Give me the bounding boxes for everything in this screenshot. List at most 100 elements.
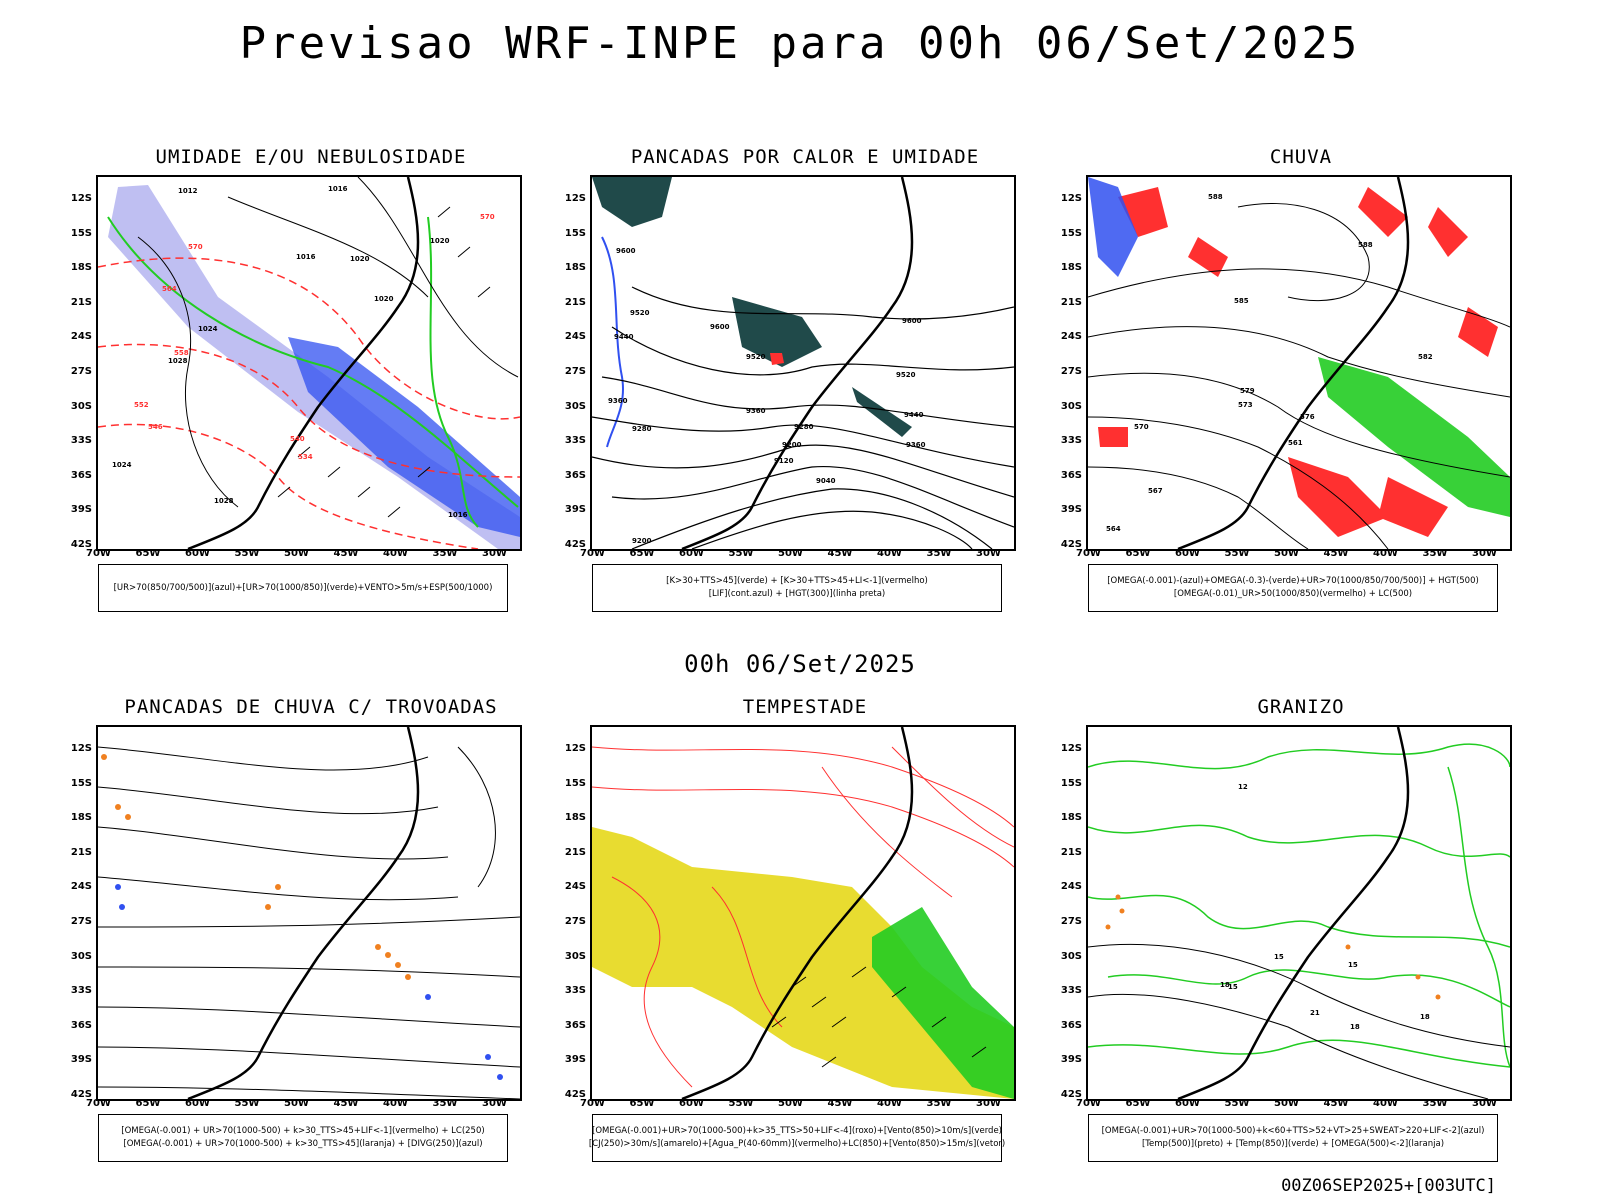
- legend-line: [UR>70(850/700/500)](azul)+[UR>70(1000/8…: [113, 582, 493, 593]
- lon-tick-label: 55W: [728, 548, 754, 559]
- lat-tick-label: 39S: [70, 504, 92, 516]
- legend-line: [OMEGA(-0.001)+UR>70(1000-500)+k>35_TTS>…: [592, 1126, 1002, 1136]
- contour-label: 540: [290, 435, 305, 443]
- contour-label: 15: [1348, 961, 1358, 969]
- omega-dots-orange: [1105, 894, 1441, 1000]
- lon-tick-label: 35W: [1422, 548, 1448, 559]
- longitude-axis: 70W 65W 60W 55W 50W 45W 40W 35W 30W: [1072, 548, 1512, 562]
- lon-tick-label: 65W: [135, 548, 161, 559]
- lat-tick-label: 18S: [70, 262, 92, 274]
- jet-stream-yellow: [592, 827, 1014, 1099]
- lon-tick-label: 40W: [1373, 1098, 1398, 1109]
- thickness-red-dashed: [98, 257, 520, 420]
- lat-tick-label: 30S: [70, 400, 92, 412]
- contour-label: 1024: [112, 461, 132, 469]
- contour-label: 9600: [616, 247, 636, 255]
- legend-line: [CJ(250)>30m/s](amarelo)+[Agua_P(40-60mm…: [588, 1139, 1006, 1149]
- contour-label: 15: [1228, 983, 1238, 991]
- panel-title: PANCADAS POR CALOR E UMIDADE: [630, 146, 980, 168]
- legend-line: [K>30+TTS>45](verde) + [K>30+TTS>45+LI<-…: [666, 576, 928, 586]
- legend-box: [UR>70(850/700/500)](azul)+[UR>70(1000/8…: [98, 564, 508, 612]
- lat-tick-label: 12S: [1060, 743, 1082, 754]
- lat-tick-label: 18S: [564, 262, 586, 274]
- contour-label: 9120: [774, 457, 794, 465]
- lat-tick-label: 21S: [70, 846, 92, 858]
- contour-label: 588: [1208, 193, 1223, 201]
- legend-box: [OMEGA(-0.001)+UR>70(1000-500)+k<60+TTS>…: [1088, 1114, 1498, 1162]
- lat-tick-label: 15S: [1060, 227, 1082, 239]
- lif-contour-blue: [601, 236, 624, 448]
- longitude-axis: 70W 65W 60W 55W 50W 45W 40W 35W 30W: [1072, 1098, 1512, 1112]
- humidity-band-blue: [288, 337, 520, 537]
- contour-label: 9360: [746, 407, 766, 415]
- lat-tick-label: 36S: [70, 469, 92, 481]
- lat-tick-label: 12S: [70, 193, 92, 204]
- pressure-isobar: [137, 236, 239, 508]
- lat-tick-label: 18S: [1060, 262, 1082, 274]
- mid-date-label: 00h 06/Set/2025: [684, 650, 916, 678]
- temp850-contours-green: [1088, 743, 1510, 1068]
- longitude-axis: 70W 65W 60W 55W 50W 45W 40W 35W 30W: [576, 548, 1016, 562]
- contour-label: 567: [1148, 487, 1163, 495]
- lat-tick-label: 42S: [564, 539, 586, 550]
- lat-tick-label: 42S: [1060, 1089, 1082, 1100]
- lon-tick-label: 30W: [976, 1098, 1001, 1109]
- contour-label: 12: [1238, 783, 1248, 791]
- contour-label: 1028: [214, 497, 234, 505]
- legend-box: [OMEGA(-0.001)-(azul)+OMEGA(-0.3)-(verde…: [1088, 564, 1498, 612]
- lon-tick-label: 65W: [629, 1098, 655, 1109]
- map-svg: 1012 1016 1016 1020 1020 1020 1024 1024 …: [98, 177, 520, 549]
- lat-tick-label: 27S: [70, 366, 92, 377]
- contour-label: 582: [1418, 353, 1433, 361]
- footer-run-code: 00Z06SEP2025+[003UTC]: [1281, 1176, 1496, 1196]
- lat-tick-label: 30S: [564, 400, 586, 412]
- contour-label: 9520: [896, 371, 916, 379]
- lat-tick-label: 18S: [564, 812, 586, 824]
- lon-tick-label: 60W: [679, 548, 704, 559]
- lon-tick-label: 70W: [580, 1098, 605, 1109]
- latitude-axis: 12S 15S 18S 21S 24S 27S 30S 33S 36S 39S 42S: [1046, 725, 1082, 1101]
- contour-label: 570: [188, 243, 203, 251]
- coastline: [681, 177, 914, 549]
- lon-tick-label: 35W: [926, 548, 952, 559]
- rain-area-green: [1318, 357, 1510, 517]
- legend-line: [OMEGA(-0.01)_UR>50(1000/850)(vermelho) …: [1173, 589, 1413, 599]
- lon-tick-label: 45W: [827, 1098, 853, 1109]
- contour-label: 1012: [178, 187, 198, 195]
- lon-tick-label: 65W: [135, 1098, 161, 1109]
- lon-tick-label: 55W: [1224, 548, 1250, 559]
- thickness-red-dashed: [98, 343, 520, 478]
- rain-area-blue: [1088, 177, 1138, 277]
- contour-label: 1016: [448, 511, 468, 519]
- contour-label: 1020: [430, 237, 450, 245]
- lat-tick-label: 36S: [1060, 469, 1082, 481]
- contour-label: 9520: [630, 309, 650, 317]
- lat-tick-label: 36S: [564, 1019, 586, 1031]
- lon-tick-label: 30W: [482, 548, 507, 559]
- lat-tick-label: 15S: [1060, 777, 1082, 789]
- map-granizo: 15 15 15 18 21 18 18 12: [1086, 725, 1512, 1101]
- contour-label: 558: [174, 349, 189, 357]
- contour-label: 9360: [608, 397, 628, 405]
- lat-tick-label: 42S: [1060, 539, 1082, 550]
- contour-label: 9280: [632, 425, 652, 433]
- lat-tick-label: 27S: [1060, 916, 1082, 927]
- contour-label: 9360: [906, 441, 926, 449]
- lat-tick-label: 27S: [70, 916, 92, 927]
- lon-tick-label: 35W: [432, 1098, 458, 1109]
- lon-tick-label: 70W: [580, 548, 605, 559]
- legend-line: [Temp(500)](preto) + [Temp(850)](verde) …: [1141, 1139, 1445, 1149]
- lon-tick-label: 40W: [383, 548, 408, 559]
- lat-tick-label: 21S: [564, 846, 586, 858]
- lon-tick-label: 50W: [284, 548, 309, 559]
- lon-tick-label: 70W: [86, 548, 111, 559]
- lat-tick-label: 24S: [70, 881, 92, 893]
- contour-label: 552: [134, 401, 149, 409]
- latitude-axis: 12S 15S 18S 21S 24S 27S 30S 33S 36S 39S 42S: [550, 725, 586, 1101]
- longitude-axis: 70W 65W 60W 55W 50W 45W 40W 35W 30W: [82, 1098, 522, 1112]
- legend-box: [OMEGA(-0.001)+UR>70(1000-500)+k>35_TTS>…: [588, 1114, 1006, 1162]
- longitude-axis: 70W 65W 60W 55W 50W 45W 40W 35W 30W: [576, 1098, 1016, 1112]
- lat-tick-label: 18S: [70, 812, 92, 824]
- lon-tick-label: 65W: [1125, 548, 1151, 559]
- lon-tick-label: 65W: [629, 548, 655, 559]
